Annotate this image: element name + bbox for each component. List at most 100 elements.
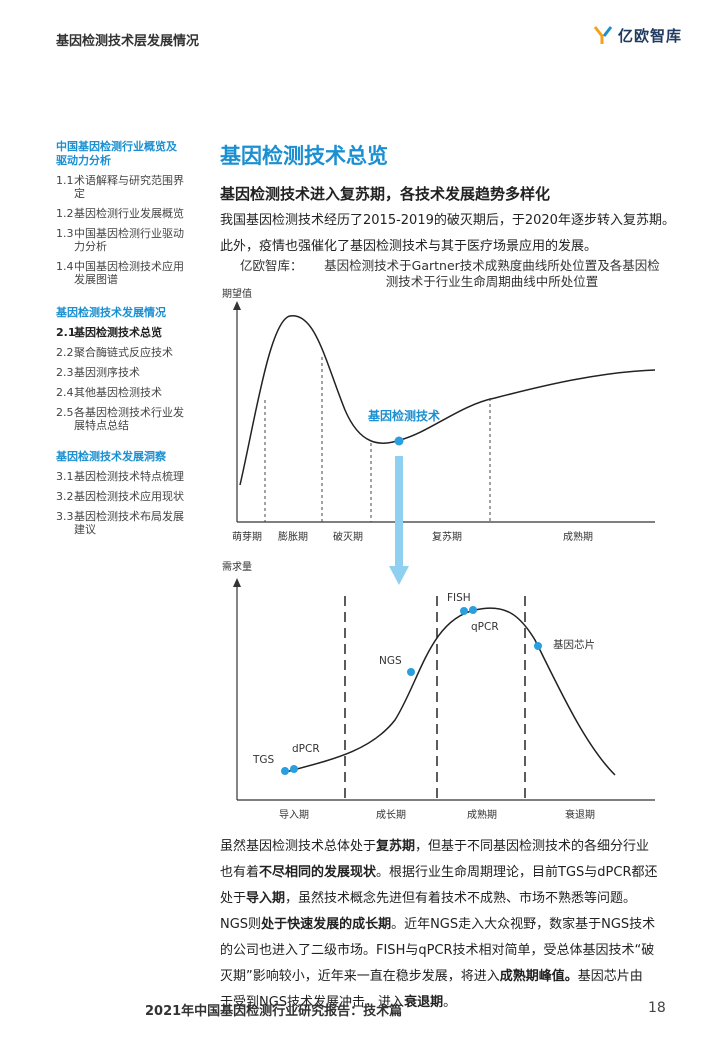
toc-item-number: 1.1 [56, 174, 74, 187]
toc-item[interactable]: 1.1 术语解释与研究范围界定 [56, 174, 206, 200]
toc-item[interactable]: 1.2 基因检测行业发展概览 [56, 207, 206, 220]
analysis-line: 于受到NGS技术发展冲击，进入衰退期。 [220, 990, 690, 1016]
phase-label: 导入期 [279, 809, 309, 821]
hype-cycle-curve [239, 315, 656, 486]
section-subhead: 基因检测技术进入复苏期，各技术发展趋势多样化 [220, 185, 551, 203]
toc-item[interactable]: 1.4 中国基因检测技术应用 发展图谱 [56, 260, 206, 286]
body-text: 虽然基因检测技术总体处于 [220, 839, 377, 854]
toc-item-label: 基因检测技术应用现状 [74, 490, 184, 503]
intro-line: 此外，疫情也强催化了基因检测技术与其于医疗场景应用的发展。 [220, 239, 598, 254]
toc-item-number: 2.5 [56, 406, 74, 419]
phase-label: 衰退期 [565, 808, 595, 821]
toc-item-number: 1.4 [56, 260, 74, 273]
toc-item[interactable]: 1.3 中国基因检测行业驱动 力分析 [56, 227, 206, 253]
data-point-label: 基因芯片 [553, 638, 595, 651]
y-axis-arrow [233, 301, 241, 310]
toc-item[interactable]: 2.3 基因测序技术 [56, 366, 206, 379]
analysis-line: 处于导入期，虽然技术概念先进但有着技术不成熟、市场不熟悉等问题。 [220, 886, 690, 912]
data-point [460, 607, 468, 615]
toc-item-label: 中国基因检测技术应用 发展图谱 [74, 260, 184, 286]
sidebar-toc: 中国基因检测行业概览及 驱动力分析 1.1 术语解释与研究范围界定 1.2 基因检测行业发… [56, 140, 206, 543]
emphasis-text: 衰退期 [404, 995, 444, 1010]
data-point-label: dPCR [292, 743, 320, 755]
phase-label: 成熟期 [563, 530, 593, 543]
toc-item-label-line: 基因检测行业发展概览 [74, 207, 184, 220]
toc-item-label-line: 定 [74, 187, 85, 200]
toc-section-title-line: 中国基因检测行业概览及 [56, 140, 177, 153]
analysis-line: NGS则处于快速发展的成长期。近年NGS走入大众视野，数家基于NGS技术 [220, 912, 690, 938]
toc-item-label: 术语解释与研究范围界定 [74, 174, 184, 200]
y-axis-arrow [233, 578, 241, 587]
caption-line: 测技术于行业生命周期曲线中所处位置 [385, 274, 599, 289]
toc-item-label: 基因检测行业发展概览 [74, 207, 184, 220]
intro-line: 我国基因检测技术经历了2015-2019的破灭期后，于2020年逐步转入复苏期。 [220, 213, 675, 228]
data-point [469, 606, 477, 614]
toc-section-title[interactable]: 中国基因检测行业概览及 驱动力分析 [56, 140, 206, 168]
toc-section-title[interactable]: 基因检测技术发展情况 [56, 306, 206, 320]
toc-item-label: 各基因检测技术行业发 展特点总结 [74, 406, 184, 432]
toc-item-label-line: 术语解释与研究范围界 [74, 174, 184, 187]
toc-item-label: 基因测序技术 [74, 366, 140, 379]
toc-item-number: 3.2 [56, 490, 74, 503]
emphasis-text: 导入期 [246, 891, 286, 906]
toc-item[interactable]: 2.2 聚合酶链式反应技术 [56, 346, 206, 359]
phase-label: 成长期 [376, 809, 406, 821]
toc-item[interactable]: 3.3 基因检测技术布局发展 建议 [56, 510, 206, 536]
toc-item-label-line: 基因检测技术特点梳理 [74, 470, 184, 483]
marker-label: 基因检测技术 [367, 408, 440, 423]
toc-item-number: 2.3 [56, 366, 74, 379]
emphasis-text: 不尽相同的发展现状 [259, 865, 377, 880]
toc-item-label-line: 基因检测技术布局发展 [74, 510, 184, 523]
body-text: 。 [443, 995, 457, 1010]
data-point-label: FISH [447, 592, 471, 604]
toc-item-label-line: 展特点总结 [74, 419, 129, 432]
data-point [394, 436, 404, 446]
body-text: ，虽然技术概念先进但有着技术不成熟、市场不熟悉等问题。 [285, 891, 637, 906]
data-point [407, 668, 415, 676]
body-text: 。近年NGS走入大众视野，数家基于NGS技术 [391, 917, 656, 932]
lifecycle-curve [281, 607, 616, 776]
body-text: 处于 [220, 891, 247, 906]
header-title: 基因检测技术层发展情况 [56, 34, 200, 49]
toc-item-label-line: 发展图谱 [74, 273, 118, 286]
brand-logo: 亿欧智库 [592, 24, 682, 46]
data-point-label: qPCR [471, 621, 499, 633]
connector-arrow-shaft [395, 456, 403, 568]
toc-item-number: 3.1 [56, 470, 74, 483]
toc-item-label-line: 聚合酶链式反应技术 [74, 346, 173, 359]
data-point [534, 642, 542, 650]
toc-item-number: 2.2 [56, 346, 74, 359]
connector-arrow-head [389, 566, 409, 585]
toc-item-label: 基因检测技术总览 [74, 326, 162, 339]
body-text: 灭期”影响较小，近年来一直在稳步发展，将进入 [220, 969, 500, 984]
toc-section-title-line: 驱动力分析 [56, 154, 111, 167]
toc-item[interactable]: 3.2 基因检测技术应用现状 [56, 490, 206, 503]
toc-item-label-line: 各基因检测技术行业发 [74, 406, 184, 419]
toc-section-title[interactable]: 基因检测技术发展洞察 [56, 450, 206, 464]
toc-item-label: 聚合酶链式反应技术 [74, 346, 173, 359]
toc-item-label-line: 其他基因检测技术 [74, 386, 162, 399]
toc-item[interactable]: 2.5 各基因检测技术行业发 展特点总结 [56, 406, 206, 432]
footer-title: 2021年中国基因检测行业研究报告：技术篇 [145, 1004, 403, 1019]
toc-item-label: 中国基因检测行业驱动 力分析 [74, 227, 184, 253]
emphasis-text: 成熟期峰值。 [499, 969, 578, 984]
logo-icon [593, 26, 613, 44]
toc-item[interactable]: 3.1 基因检测技术特点梳理 [56, 470, 206, 483]
analysis-paragraph: 虽然基因检测技术总体处于复苏期，但基于不同基因检测技术的各细分行业 也有着不尽相同… [220, 834, 690, 1016]
phase-label: 成熟期 [467, 808, 497, 821]
caption-source: 亿欧智库： [240, 258, 303, 273]
toc-item-number: 1.2 [56, 207, 74, 220]
phase-label: 破灭期 [333, 530, 363, 543]
body-text: 于受到NGS技术发展冲击，进入 [220, 995, 405, 1010]
toc-item-label-line: 中国基因检测技术应用 [74, 260, 184, 273]
page-number: 18 [648, 1000, 666, 1016]
caption-text: 基因检测技术于Gartner技术成熟度曲线所处位置及各基因检 测技术于行业生命周… [304, 258, 680, 290]
emphasis-text: 处于快速发展的成长期 [261, 917, 392, 932]
data-point [290, 765, 298, 773]
toc-item[interactable]: 2.4 其他基因检测技术 [56, 386, 206, 399]
figure-caption: 亿欧智库： 基因检测技术于Gartner技术成熟度曲线所处位置及各基因检 测技术… [240, 258, 680, 290]
body-text: 基因芯片由 [577, 969, 643, 984]
toc-item[interactable]: 2.1 基因检测技术总览 [56, 326, 206, 339]
page-title: 基因检测技术总览 [220, 144, 388, 168]
